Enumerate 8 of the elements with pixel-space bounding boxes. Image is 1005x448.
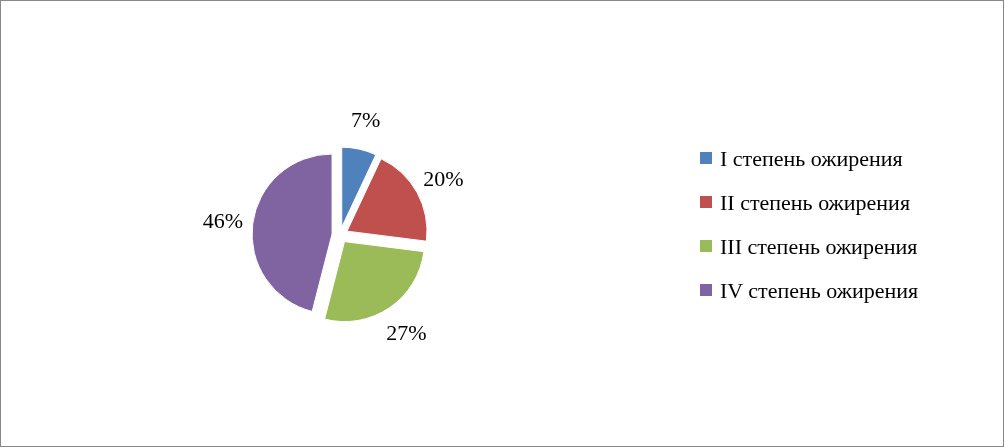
legend-label: III степень ожирения [720,233,918,259]
data-label: 27% [386,320,427,346]
legend-label: I степень ожирения [720,145,903,171]
legend-label: II степень ожирения [720,189,910,215]
data-label: 7% [351,107,381,133]
data-label: 20% [423,165,464,191]
data-label: 46% [202,207,244,233]
legend-label: IV степень ожирения [720,277,919,303]
